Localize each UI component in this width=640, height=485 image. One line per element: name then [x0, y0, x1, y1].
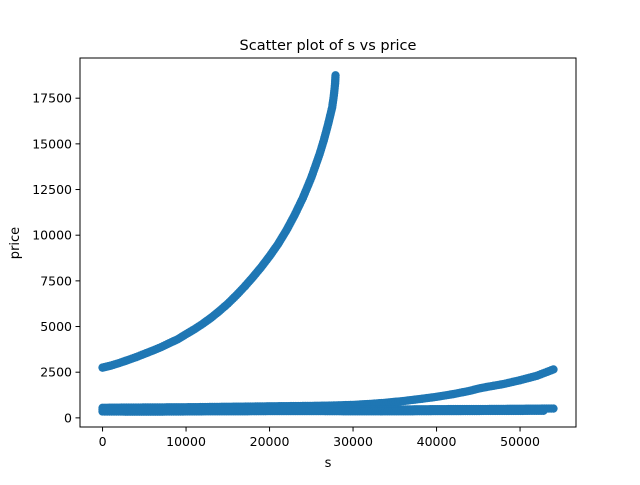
data-point — [331, 71, 340, 80]
data-points-layer — [98, 71, 558, 416]
y-tick-label: 17500 — [32, 91, 72, 106]
y-tick-label: 7500 — [40, 273, 72, 288]
y-axis-label: price — [8, 227, 23, 259]
y-tick-label: 5000 — [40, 319, 72, 334]
y-tick-label: 12500 — [32, 182, 72, 197]
y-axis: 0 2500 5000 7500 10000 12500 15000 17500 — [32, 91, 80, 425]
plot-frame — [79, 57, 577, 428]
x-tick-label: 30000 — [333, 434, 373, 449]
data-point — [549, 404, 558, 413]
y-tick-label: 15000 — [32, 136, 72, 151]
x-tick-label: 50000 — [500, 434, 540, 449]
x-tick-label: 20000 — [250, 434, 290, 449]
data-point — [539, 406, 548, 415]
y-tick-label: 0 — [64, 410, 72, 425]
data-point — [549, 365, 558, 374]
x-tick-label: 0 — [99, 434, 107, 449]
y-tick-label: 10000 — [32, 228, 72, 243]
y-tick-label: 2500 — [40, 365, 72, 380]
x-axis: 0 10000 20000 30000 40000 50000 — [99, 427, 540, 449]
x-tick-label: 40000 — [417, 434, 457, 449]
x-axis-label: s — [325, 456, 332, 471]
x-tick-label: 10000 — [166, 434, 206, 449]
chart-title: Scatter plot of s vs price — [240, 38, 417, 54]
